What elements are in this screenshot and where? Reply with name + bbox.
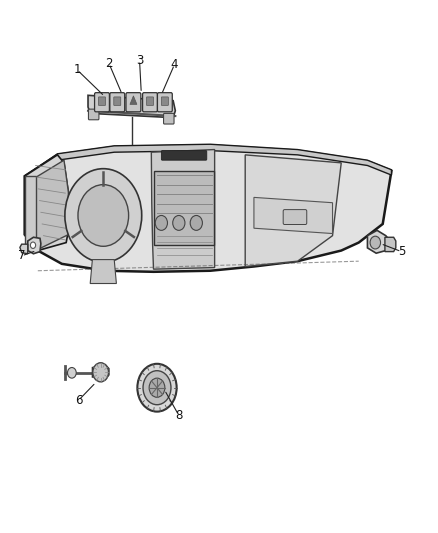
- Polygon shape: [385, 237, 396, 252]
- FancyBboxPatch shape: [161, 97, 168, 106]
- Circle shape: [65, 168, 142, 262]
- FancyBboxPatch shape: [163, 114, 174, 124]
- Polygon shape: [88, 95, 175, 118]
- Polygon shape: [25, 155, 71, 251]
- Circle shape: [30, 242, 35, 248]
- Circle shape: [78, 184, 129, 246]
- FancyBboxPatch shape: [161, 151, 207, 160]
- Circle shape: [138, 364, 177, 411]
- Polygon shape: [138, 386, 149, 398]
- Polygon shape: [245, 155, 341, 266]
- Polygon shape: [25, 144, 392, 182]
- FancyBboxPatch shape: [114, 97, 121, 106]
- Circle shape: [67, 368, 76, 378]
- Polygon shape: [90, 260, 117, 284]
- Circle shape: [190, 215, 202, 230]
- Text: 6: 6: [74, 394, 82, 407]
- Circle shape: [143, 370, 171, 405]
- Text: 5: 5: [398, 245, 405, 258]
- FancyBboxPatch shape: [88, 109, 99, 120]
- Text: 3: 3: [136, 54, 143, 67]
- Text: 4: 4: [171, 58, 178, 71]
- Polygon shape: [151, 150, 215, 269]
- Circle shape: [370, 236, 381, 249]
- Text: 2: 2: [105, 57, 113, 70]
- Polygon shape: [367, 230, 392, 253]
- Text: 8: 8: [175, 409, 183, 422]
- Circle shape: [93, 363, 109, 382]
- Polygon shape: [25, 176, 36, 245]
- Circle shape: [155, 215, 167, 230]
- Circle shape: [149, 378, 165, 397]
- Polygon shape: [20, 244, 28, 254]
- Polygon shape: [130, 96, 137, 104]
- Polygon shape: [154, 171, 214, 245]
- Polygon shape: [254, 197, 332, 233]
- FancyBboxPatch shape: [283, 209, 307, 224]
- Polygon shape: [30, 160, 68, 249]
- Text: 7: 7: [18, 249, 25, 262]
- Circle shape: [173, 215, 185, 230]
- FancyBboxPatch shape: [147, 97, 153, 106]
- Text: 1: 1: [73, 63, 81, 76]
- FancyBboxPatch shape: [157, 93, 172, 112]
- FancyBboxPatch shape: [143, 93, 157, 112]
- FancyBboxPatch shape: [110, 93, 125, 112]
- FancyBboxPatch shape: [126, 93, 141, 112]
- Polygon shape: [25, 146, 392, 272]
- Polygon shape: [92, 365, 109, 379]
- Polygon shape: [28, 237, 41, 254]
- FancyBboxPatch shape: [99, 97, 106, 106]
- FancyBboxPatch shape: [95, 93, 110, 112]
